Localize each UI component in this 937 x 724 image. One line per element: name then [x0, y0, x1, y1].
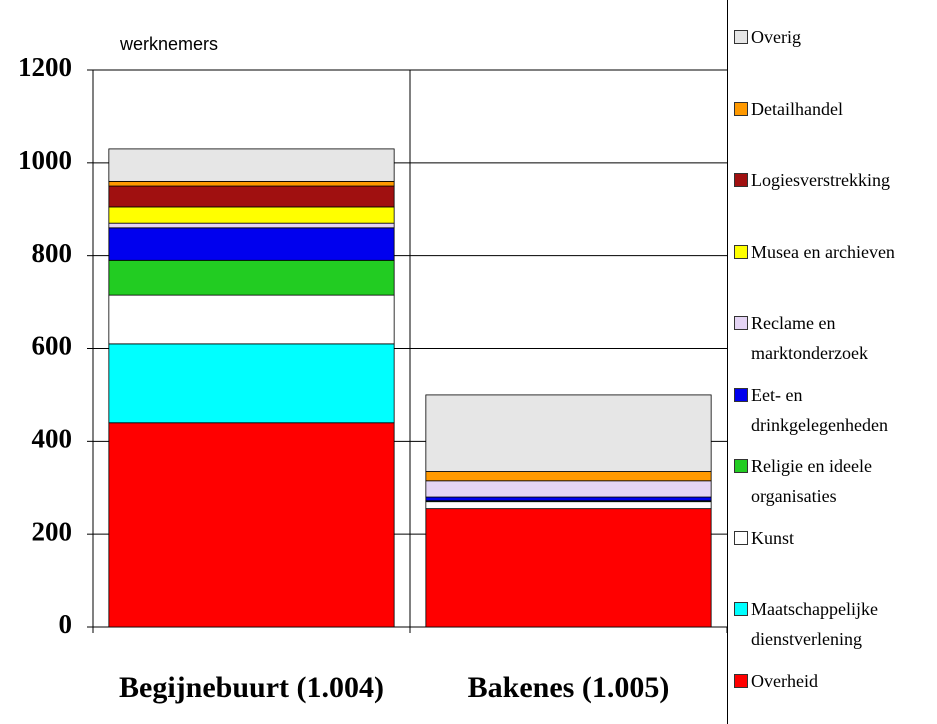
- legend-label: Detailhandel: [751, 98, 843, 119]
- legend-swatch: [734, 244, 748, 259]
- legend-swatch: [734, 530, 748, 545]
- bar-segment: [425, 496, 712, 502]
- y-tick-label: 800: [32, 238, 73, 268]
- x-tick-label: Begijnebuurt (1.004): [119, 671, 384, 704]
- y-tick-label: 600: [32, 331, 73, 361]
- bar-segment: [425, 480, 712, 498]
- y-tick-label: 0: [59, 609, 73, 639]
- legend-item: Kunst: [734, 523, 934, 553]
- y-tick-label: 1000: [18, 145, 72, 175]
- legend-label: Musea en archieven: [751, 241, 895, 262]
- bar-segment: [108, 227, 395, 261]
- legend-item: Musea en archieven: [734, 237, 934, 267]
- legend-label: Eet- en drinkgelegenheden: [751, 384, 888, 435]
- legend-item: Overheid: [734, 666, 934, 696]
- chart: werknemers 0 200 400 600 800 1000 1200 Begijneb…: [18, 34, 727, 704]
- bar-segment: [108, 343, 395, 424]
- y-tick-label: 400: [32, 424, 73, 454]
- legend-swatch: [734, 316, 748, 330]
- legend-item: Detailhandel: [734, 94, 934, 124]
- legend-label: Overig: [751, 27, 801, 47]
- y-tick-label: 200: [32, 516, 73, 546]
- legend-item: Maatschappelijke dienstverlening: [734, 594, 934, 654]
- legend-swatch: [734, 101, 748, 116]
- bar-segment: [108, 180, 395, 187]
- legend-label: Reclame en marktonderzoek: [751, 313, 868, 363]
- legend-label: Maatschappelijke dienstverlening: [751, 599, 878, 649]
- bar-segment: [425, 471, 712, 482]
- bar-segment: [108, 294, 395, 345]
- legend-swatch: [734, 387, 748, 402]
- bar-segment: [108, 259, 395, 296]
- legend-swatch: [734, 173, 748, 187]
- legend-label: Kunst: [751, 527, 795, 548]
- legend-item: Logiesverstrekking: [734, 165, 934, 195]
- bar-segment: [425, 394, 712, 472]
- legend-swatch: [734, 602, 748, 616]
- legend-label: Overheid: [751, 670, 818, 691]
- bar-segment: [108, 206, 395, 224]
- x-tick-label: Bakenes (1.005): [468, 671, 670, 704]
- bar-segment: [425, 501, 712, 510]
- legend-swatch: [734, 673, 748, 688]
- y-axis-label: werknemers: [119, 34, 218, 54]
- y-tick-label: 1200: [18, 52, 72, 82]
- legend-item: Reclame en marktonderzoek: [734, 308, 934, 368]
- bar-segment: [108, 148, 395, 182]
- bar-segment: [108, 185, 395, 208]
- legend-swatch: [734, 459, 748, 473]
- legend-item: Religie en ideele organisaties: [734, 451, 934, 511]
- legend-item: Eet- en drinkgelegenheden: [734, 380, 934, 440]
- legend: Overheid Maatschappelijke dienstverlening…: [727, 0, 937, 724]
- bar-segment: [108, 422, 395, 628]
- legend-item: Overig: [734, 22, 934, 52]
- legend-label: Religie en ideele organisaties: [751, 456, 872, 506]
- legend-swatch: [734, 30, 748, 44]
- bar-segment: [108, 222, 395, 229]
- bar-segment: [425, 508, 712, 628]
- legend-label: Logiesverstrekking: [751, 170, 890, 190]
